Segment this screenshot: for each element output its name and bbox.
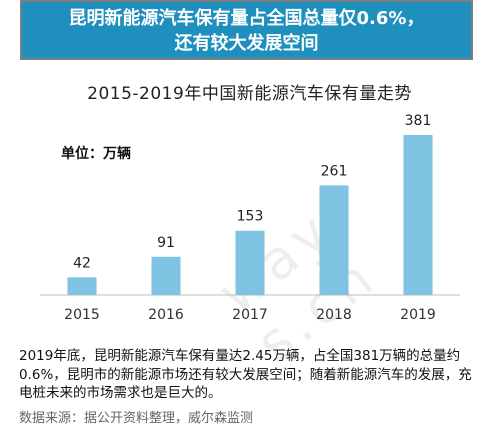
unit-label: 单位：万辆 [61, 146, 131, 162]
source-note: 数据来源：据公开资料整理，威尔森监测 [19, 411, 254, 426]
x-tick-2016: 2016 [148, 307, 184, 323]
headline-banner: 昆明新能源汽车保有量占全国总量仅0.6%， 还有较大发展空间 [20, 0, 473, 60]
description-text: 2019年底，昆明新能源汽车保有量达2.45万辆，占全国381万辆的总量约0.6… [19, 348, 472, 401]
headline-line-2: 还有较大发展空间 [174, 33, 319, 54]
data-label-2015: 42 [73, 255, 91, 271]
bar-2015 [67, 277, 97, 295]
x-tick-2015: 2015 [64, 307, 100, 323]
data-label-2016: 91 [157, 235, 175, 251]
x-tick-2018: 2018 [316, 307, 352, 323]
x-tick-2019: 2019 [400, 307, 436, 323]
bar-2019 [403, 135, 433, 295]
data-label-2018: 261 [321, 163, 348, 179]
chart-title: 2015-2019年中国新能源汽车保有量走势 [87, 84, 412, 104]
headline-line-1: 昆明新能源汽车保有量占全国总量仅0.6%， [68, 8, 425, 29]
bar-2017 [235, 230, 265, 295]
bar-chart: 42 2015 91 2016 153 2017 261 2018 381 2019 [40, 113, 460, 323]
data-label-2019: 381 [405, 113, 432, 129]
data-label-2017: 153 [237, 209, 264, 225]
x-tick-2017: 2017 [232, 307, 268, 323]
bar-2016 [151, 256, 181, 295]
bar-2018 [319, 185, 349, 295]
